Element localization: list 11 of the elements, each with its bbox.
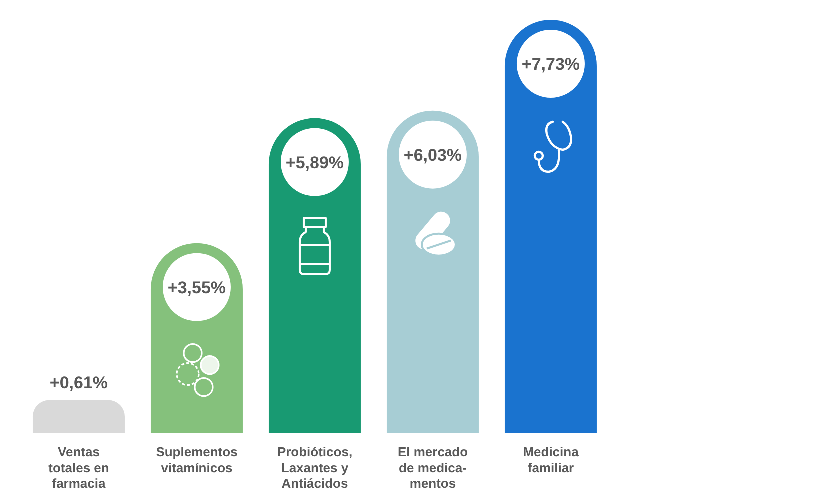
x-tick-label: Suplementos vitamínicos (156, 444, 238, 476)
x-tick-label: Medicina familiar (523, 444, 580, 476)
data-label: +0,61% (50, 373, 108, 392)
x-tick-label: El mercado de medica- mentos (398, 444, 468, 491)
data-label: +3,55% (168, 278, 226, 298)
data-label: +5,89% (286, 153, 344, 172)
bar (32, 400, 125, 433)
data-label: +7,73% (522, 54, 580, 74)
x-tick-label: Probióticos, Laxantes y Antiácidos (277, 444, 353, 491)
x-tick-label: Ventas totales en farmacia (48, 444, 110, 491)
data-label: +6,03% (404, 146, 462, 165)
